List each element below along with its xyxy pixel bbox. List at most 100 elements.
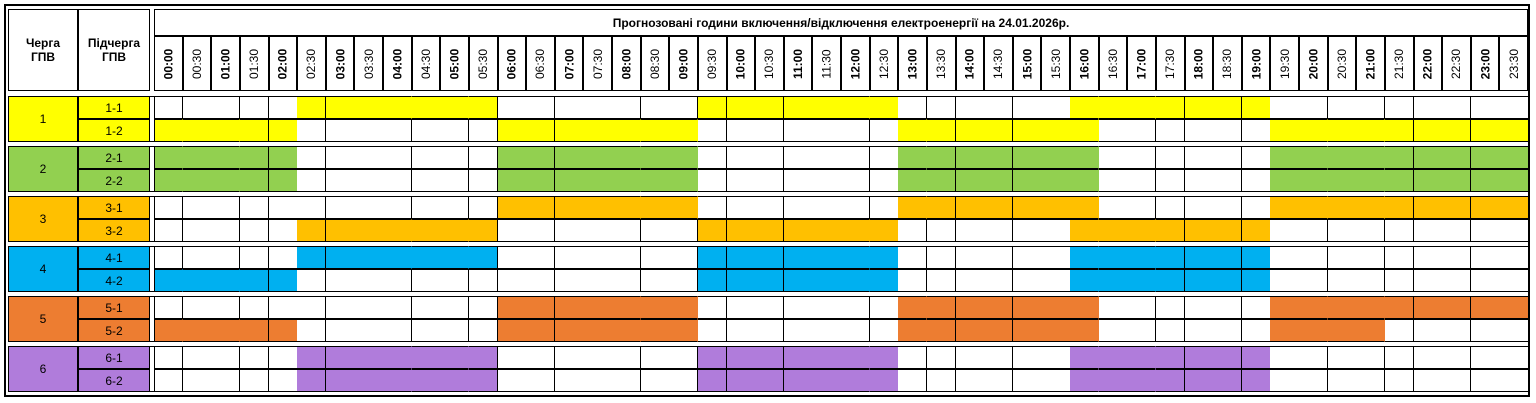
slot-cell	[1041, 169, 1071, 192]
time-slot-label: 12:30	[876, 48, 891, 79]
slot-cell	[783, 296, 813, 319]
slot-cell	[898, 219, 928, 242]
slot-cell	[554, 369, 584, 392]
slot-cell	[1041, 96, 1071, 119]
slot-cell	[755, 119, 785, 142]
slot-cell	[354, 96, 384, 119]
slot-cell	[1299, 146, 1329, 169]
slot-cell	[468, 246, 498, 269]
time-slot-label: 18:00	[1191, 48, 1206, 79]
slot-cell	[1384, 269, 1414, 292]
slot-cell	[898, 269, 928, 292]
slot-cell	[526, 96, 556, 119]
slot-cell	[726, 119, 756, 142]
slot-cell	[211, 219, 241, 242]
slot-cell	[1241, 319, 1271, 342]
time-slot-header: 03:30	[354, 36, 383, 91]
slot-cell	[1384, 169, 1414, 192]
slot-cell	[1442, 346, 1472, 369]
slot-cell	[1184, 169, 1214, 192]
slot-cell	[1384, 246, 1414, 269]
slot-cell	[211, 346, 241, 369]
slot-cell	[268, 346, 298, 369]
slot-cell	[440, 269, 470, 292]
slot-cell	[1499, 196, 1529, 219]
slot-cell	[955, 369, 985, 392]
slot-cell	[669, 96, 699, 119]
slot-cell	[1241, 219, 1271, 242]
slot-cell	[325, 219, 355, 242]
slot-cell	[1356, 146, 1386, 169]
slot-cell	[497, 119, 527, 142]
slot-cell	[669, 319, 699, 342]
slot-cell	[755, 246, 785, 269]
slot-cell	[268, 119, 298, 142]
slot-cell	[612, 96, 642, 119]
slot-cell	[1012, 296, 1042, 319]
slot-cell	[869, 369, 899, 392]
time-slot-header: 22:30	[1442, 36, 1471, 91]
slot-cell	[297, 169, 327, 192]
slot-cell	[898, 146, 928, 169]
slot-cell	[1241, 196, 1271, 219]
slot-cell	[468, 296, 498, 319]
slot-cell	[1241, 346, 1271, 369]
slot-cell	[239, 219, 269, 242]
time-slot-label: 15:30	[1048, 48, 1063, 79]
slot-cell	[640, 219, 670, 242]
slot-cell	[1012, 319, 1042, 342]
slot-cell	[1155, 246, 1185, 269]
time-slot-header: 05:30	[468, 36, 498, 91]
slot-cell	[1241, 146, 1271, 169]
slot-cell	[554, 119, 584, 142]
slot-cell	[1299, 246, 1329, 269]
slot-cell	[755, 319, 785, 342]
slot-cell	[1356, 196, 1386, 219]
slot-cell	[154, 346, 184, 369]
slot-cell	[354, 346, 384, 369]
slot-cell	[1184, 96, 1214, 119]
queue-cell: 3	[8, 196, 78, 242]
slot-cell	[1270, 346, 1300, 369]
slot-cell	[783, 269, 813, 292]
slot-cell	[554, 319, 584, 342]
slot-cell	[1442, 119, 1472, 142]
slot-cell	[1499, 219, 1529, 242]
slot-cell	[612, 296, 642, 319]
slot-cell	[1270, 169, 1300, 192]
time-slot-header: 20:00	[1299, 36, 1328, 91]
slot-cell	[984, 369, 1014, 392]
slot-cell	[383, 96, 413, 119]
slot-cell	[1098, 346, 1128, 369]
slot-cell	[697, 369, 727, 392]
slot-cell	[497, 219, 527, 242]
slot-cell	[755, 169, 785, 192]
slot-cell	[1041, 246, 1071, 269]
slot-cell	[325, 96, 355, 119]
slot-cell	[1041, 346, 1071, 369]
slot-cell	[1413, 269, 1443, 292]
slot-cell	[726, 346, 756, 369]
slot-cell	[1070, 319, 1100, 342]
time-slot-label: 14:30	[991, 48, 1006, 79]
slot-cell	[984, 146, 1014, 169]
slot-cell	[268, 296, 298, 319]
slot-cell	[1127, 96, 1157, 119]
slot-cell	[1070, 96, 1100, 119]
slot-cell	[239, 146, 269, 169]
slot-cell	[898, 246, 928, 269]
slot-cell	[383, 196, 413, 219]
time-slot-label: 10:00	[733, 48, 748, 79]
slot-cell	[1213, 296, 1243, 319]
slot-cell	[526, 196, 556, 219]
slot-cell	[268, 319, 298, 342]
slot-cell	[468, 146, 498, 169]
time-slot-header: 06:00	[497, 36, 527, 91]
slot-cell	[1012, 246, 1042, 269]
slot-cell	[440, 146, 470, 169]
slot-cell	[783, 369, 813, 392]
slot-cell	[955, 196, 985, 219]
time-slot-label: 17:00	[1134, 48, 1149, 79]
slot-cell	[783, 146, 813, 169]
slot-cell	[1270, 246, 1300, 269]
